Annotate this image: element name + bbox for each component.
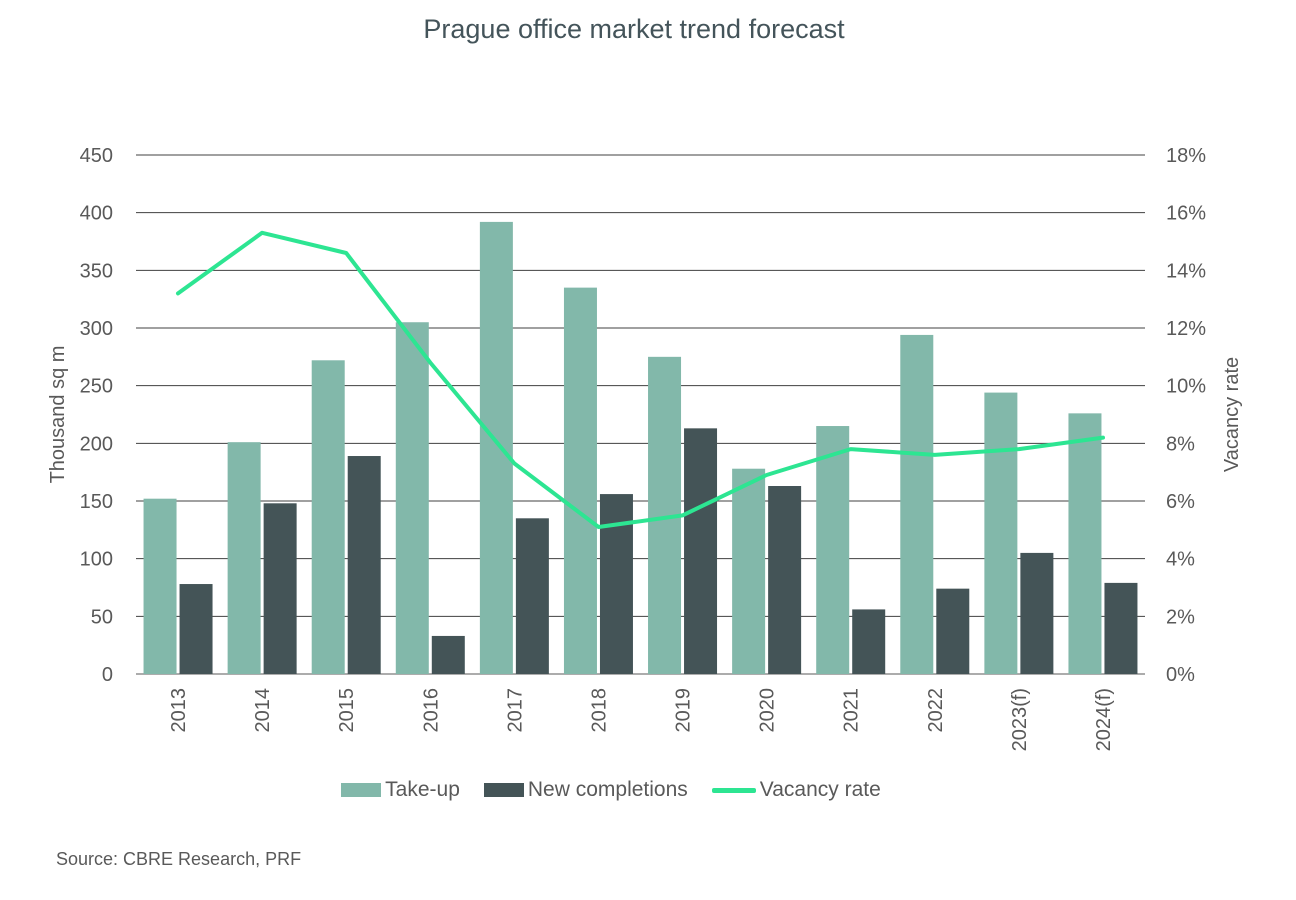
bar-new-completions bbox=[852, 609, 886, 674]
y2-tick-label: 8% bbox=[1166, 433, 1195, 455]
legend-swatch-take-up bbox=[341, 783, 382, 797]
bar-take-up bbox=[816, 426, 850, 674]
y2-tick-label: 2% bbox=[1166, 606, 1195, 628]
bar-new-completions bbox=[263, 503, 297, 674]
bar-take-up bbox=[900, 334, 934, 674]
source-note: Source: CBRE Research, PRF bbox=[56, 849, 302, 869]
legend-label-new-completions: New completions bbox=[527, 778, 688, 801]
bar-new-completions bbox=[347, 456, 381, 674]
y-tick-label: 100 bbox=[80, 549, 113, 571]
bars bbox=[143, 221, 1138, 675]
gridlines bbox=[136, 154, 1145, 675]
bar-take-up bbox=[143, 498, 177, 674]
y2-tick-label: 6% bbox=[1166, 491, 1195, 513]
bar-new-completions bbox=[179, 584, 213, 674]
legend-label-vacancy-rate: Vacancy rate bbox=[759, 778, 881, 801]
x-tick-label: 2024(f) bbox=[1093, 688, 1115, 751]
y2-tick-label: 12% bbox=[1166, 318, 1206, 340]
y-axis-title: Thousand sq m bbox=[47, 346, 69, 484]
y2-tick-label: 14% bbox=[1166, 260, 1206, 282]
bar-take-up bbox=[395, 322, 429, 674]
bar-new-completions bbox=[431, 635, 465, 674]
legend-item-take-up: Take-up bbox=[341, 778, 460, 802]
x-tick-label: 2021 bbox=[841, 688, 863, 733]
axes: 0 50 100 150 200 250 300 350 400 450 0% 2% 4% 6% 8% 10%… bbox=[47, 145, 1243, 751]
y-tick-label: 250 bbox=[80, 376, 113, 398]
y-tick-label: 200 bbox=[80, 433, 113, 455]
legend-item-vacancy-rate: Vacancy rate bbox=[711, 778, 881, 802]
vacancy-line-layer bbox=[176, 230, 1105, 529]
legend-swatch-vacancy-rate bbox=[711, 787, 756, 793]
y-tick-label: 350 bbox=[80, 260, 113, 282]
legend: Take-up New completions Vacancy rate bbox=[0, 778, 1222, 802]
x-tick-label: 2015 bbox=[336, 688, 358, 733]
x-tick-label: 2016 bbox=[420, 688, 442, 733]
y-tick-label: 150 bbox=[80, 491, 113, 513]
y-tick-label: 300 bbox=[80, 318, 113, 340]
x-tick-label: 2022 bbox=[925, 688, 947, 733]
legend-swatch-new-completions bbox=[483, 783, 524, 797]
y-tick-label: 0 bbox=[102, 664, 113, 686]
bar-new-completions bbox=[684, 428, 718, 674]
y2-tick-label: 16% bbox=[1166, 203, 1206, 225]
bar-new-completions bbox=[768, 486, 802, 674]
x-tick-label: 2020 bbox=[757, 688, 779, 733]
y2-tick-label: 4% bbox=[1166, 549, 1195, 571]
x-tick-label: 2014 bbox=[252, 688, 274, 733]
legend-item-new-completions: New completions bbox=[483, 778, 688, 802]
bar-new-completions bbox=[515, 518, 549, 674]
bar-take-up bbox=[311, 360, 345, 674]
bar-new-completions bbox=[936, 588, 970, 674]
bar-take-up bbox=[479, 221, 513, 675]
y-tick-label: 50 bbox=[91, 606, 113, 628]
y2-tick-label: 0% bbox=[1166, 664, 1195, 686]
x-tick-label: 2023(f) bbox=[1009, 688, 1031, 751]
vacancy-rate-line bbox=[176, 230, 1105, 529]
bar-new-completions bbox=[1104, 582, 1138, 674]
y2-axis-title: Vacancy rate bbox=[1221, 357, 1243, 472]
legend-label-take-up: Take-up bbox=[385, 778, 460, 801]
bar-take-up bbox=[227, 442, 261, 674]
x-tick-label: 2013 bbox=[168, 688, 190, 733]
bar-take-up bbox=[563, 287, 597, 674]
y-tick-label: 450 bbox=[80, 145, 113, 167]
x-tick-label: 2017 bbox=[504, 688, 526, 733]
y2-tick-label: 10% bbox=[1166, 376, 1206, 398]
x-tick-label: 2018 bbox=[588, 688, 610, 733]
y-tick-label: 400 bbox=[80, 203, 113, 225]
bar-take-up bbox=[1068, 413, 1102, 674]
bar-take-up bbox=[984, 392, 1018, 674]
y2-tick-label: 18% bbox=[1166, 145, 1206, 167]
chart-title: Prague office market trend forecast bbox=[423, 14, 845, 44]
bar-take-up bbox=[732, 468, 766, 674]
x-tick-label: 2019 bbox=[673, 688, 695, 733]
bar-new-completions bbox=[1020, 552, 1054, 674]
